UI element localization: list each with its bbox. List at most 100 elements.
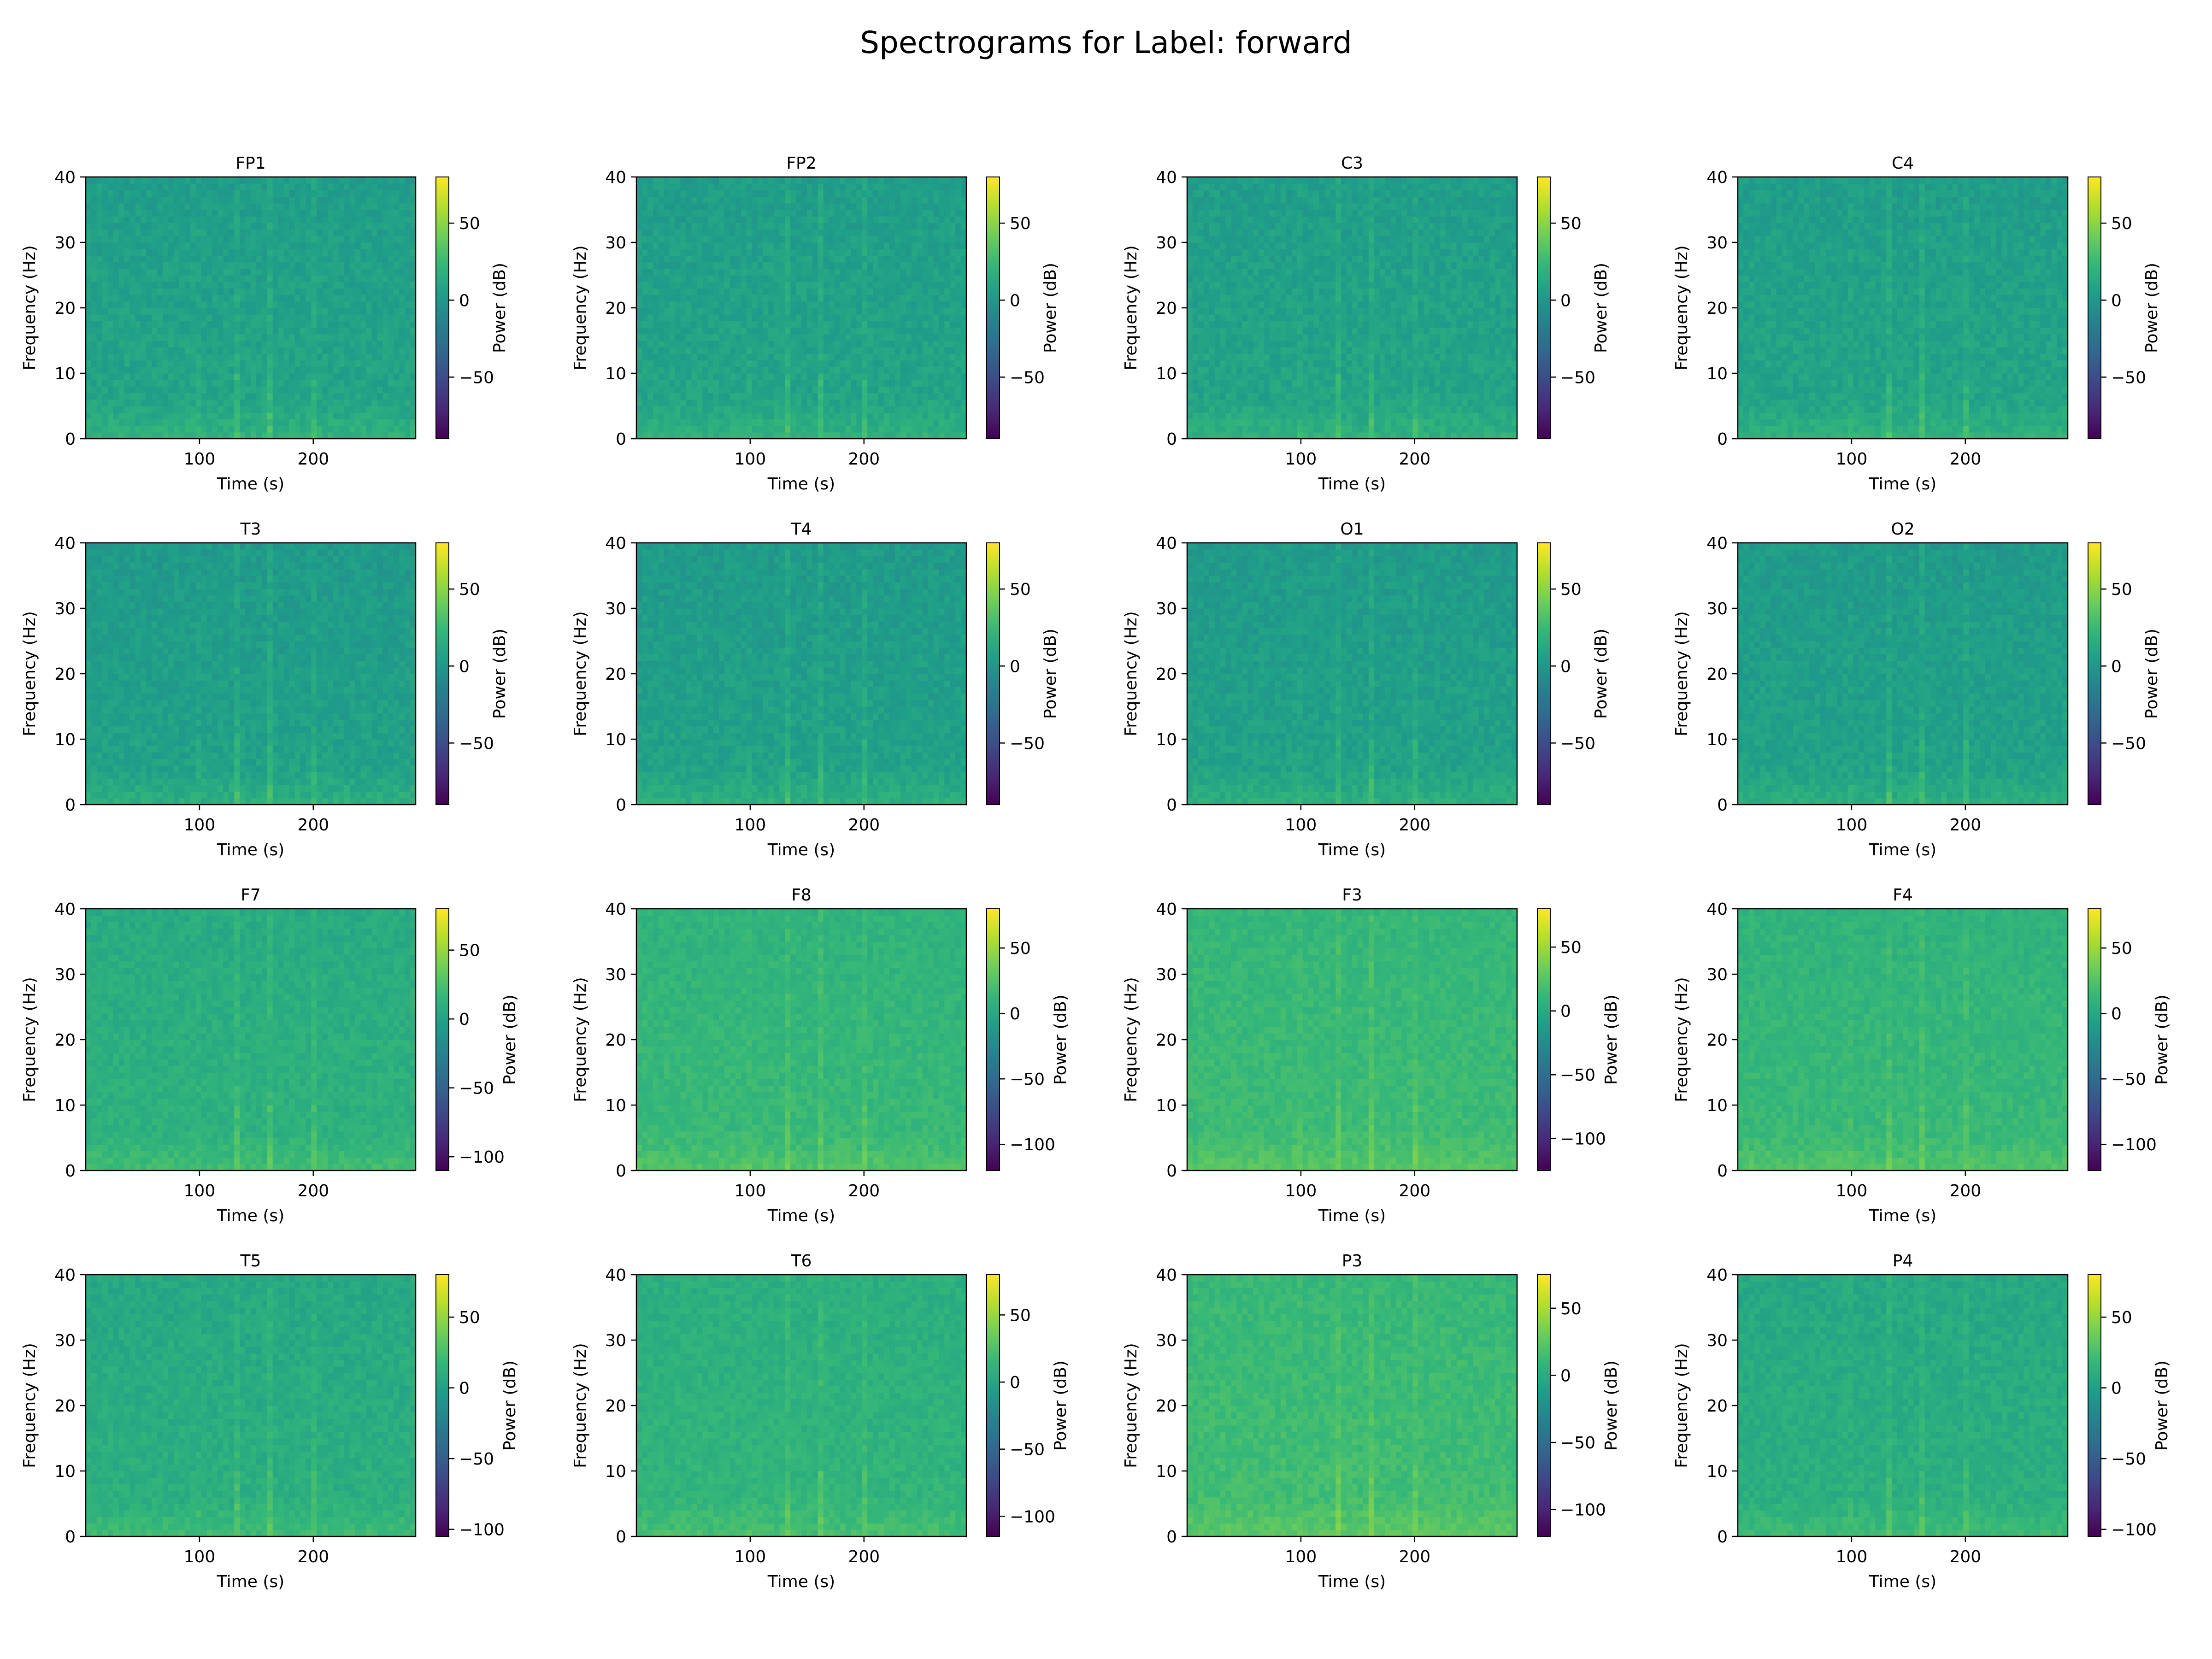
- spectrogram-cell: [86, 353, 92, 361]
- spectrogram-cell: [894, 334, 901, 341]
- spectrogram-cell: [889, 203, 895, 210]
- spectrogram-cell: [933, 183, 939, 190]
- spectrogram-cell: [294, 294, 300, 302]
- spectrogram-cell: [146, 412, 152, 419]
- spectrogram-cell: [338, 268, 345, 276]
- spectrogram-cell: [261, 419, 268, 426]
- spectrogram-cell: [834, 412, 841, 419]
- spectrogram-cell: [933, 177, 939, 184]
- spectrogram-cell: [729, 255, 736, 263]
- spectrogram-cell: [862, 399, 868, 406]
- spectrogram-cell: [394, 419, 400, 426]
- spectrogram-cell: [884, 203, 890, 210]
- spectrogram-cell: [658, 282, 665, 288]
- spectrogram-cell: [91, 177, 97, 184]
- spectrogram-cell: [950, 334, 956, 341]
- spectrogram-cell: [405, 196, 411, 204]
- spectrogram-cell: [86, 341, 92, 347]
- spectrogram-cell: [708, 268, 714, 276]
- spectrogram-cell: [223, 262, 229, 269]
- spectrogram-cell: [801, 190, 807, 197]
- spectrogram-cell: [135, 282, 141, 288]
- spectrogram-cell: [278, 223, 284, 230]
- spectrogram-cell: [212, 203, 218, 210]
- spectrogram-cell: [190, 406, 196, 413]
- spectrogram-cell: [840, 425, 846, 433]
- spectrogram-cell: [229, 190, 235, 197]
- spectrogram-cell: [675, 223, 681, 230]
- spectrogram-cell: [366, 386, 372, 394]
- spectrogram-cell: [366, 373, 372, 380]
- spectrogram-cell: [218, 425, 224, 433]
- y-tick-label: 40: [605, 168, 626, 187]
- spectrogram-cell: [851, 210, 857, 217]
- spectrogram-cell: [118, 255, 125, 263]
- spectrogram-cell: [851, 294, 857, 302]
- spectrogram-cell: [636, 196, 642, 204]
- spectrogram-cell: [928, 373, 934, 380]
- spectrogram-cell: [658, 255, 665, 263]
- spectrogram-cell: [818, 314, 824, 321]
- spectrogram-cell: [641, 262, 648, 269]
- spectrogram-cell: [377, 393, 383, 400]
- spectrogram-cell: [245, 262, 251, 269]
- spectrogram-cell: [729, 380, 736, 387]
- spectrogram-cell: [719, 229, 725, 236]
- spectrogram-cell: [785, 183, 791, 190]
- spectrogram-cell: [102, 275, 108, 282]
- spectrogram-cell: [129, 183, 135, 190]
- spectrogram-cell: [708, 327, 714, 335]
- spectrogram-cell: [801, 294, 807, 302]
- spectrogram-cell: [201, 301, 207, 308]
- spectrogram-cell: [894, 229, 901, 236]
- spectrogram-cell: [641, 419, 648, 426]
- spectrogram-cell: [961, 268, 967, 276]
- spectrogram-cell: [300, 288, 306, 295]
- spectrogram-cell: [796, 210, 802, 217]
- spectrogram-cell: [135, 262, 141, 269]
- spectrogram-cell: [201, 412, 207, 419]
- spectrogram-cell: [702, 203, 708, 210]
- spectrogram-cell: [735, 347, 741, 354]
- spectrogram-cell: [360, 294, 367, 302]
- spectrogram-cell: [911, 177, 918, 184]
- spectrogram-cell: [377, 262, 383, 269]
- spectrogram-cell: [658, 406, 665, 413]
- spectrogram-cell: [152, 360, 158, 367]
- spectrogram-cell: [355, 393, 361, 400]
- spectrogram-cell: [801, 288, 807, 295]
- spectrogram-cell: [322, 366, 328, 374]
- spectrogram-cell: [664, 334, 670, 341]
- spectrogram-cell: [152, 242, 158, 249]
- spectrogram-cell: [96, 380, 103, 387]
- spectrogram-cell: [708, 294, 714, 302]
- spectrogram-cell: [955, 353, 961, 361]
- spectrogram-cell: [146, 386, 152, 394]
- spectrogram-cell: [675, 294, 681, 302]
- spectrogram-cell: [173, 425, 180, 433]
- spectrogram-cell: [360, 249, 367, 256]
- spectrogram-cell: [686, 386, 692, 394]
- spectrogram-cell: [190, 425, 196, 433]
- spectrogram-cell: [251, 249, 257, 256]
- spectrogram-cell: [394, 425, 400, 433]
- spectrogram-cell: [289, 255, 295, 263]
- spectrogram-cell: [317, 373, 323, 380]
- spectrogram-cell: [118, 386, 125, 394]
- spectrogram-cell: [806, 353, 813, 361]
- spectrogram-cell: [382, 268, 388, 276]
- spectrogram-cell: [697, 425, 703, 433]
- spectrogram-cell: [206, 255, 213, 263]
- spectrogram-cell: [311, 327, 317, 335]
- spectrogram-cell: [152, 353, 158, 361]
- spectrogram-cell: [796, 399, 802, 406]
- spectrogram-cell: [234, 196, 240, 204]
- spectrogram-cell: [184, 406, 191, 413]
- spectrogram-cell: [272, 223, 279, 230]
- spectrogram-cell: [889, 341, 895, 347]
- spectrogram-cell: [86, 386, 92, 394]
- spectrogram-cell: [152, 216, 158, 223]
- spectrogram-cell: [829, 255, 835, 263]
- spectrogram-cell: [394, 308, 400, 315]
- spectrogram-cell: [840, 229, 846, 236]
